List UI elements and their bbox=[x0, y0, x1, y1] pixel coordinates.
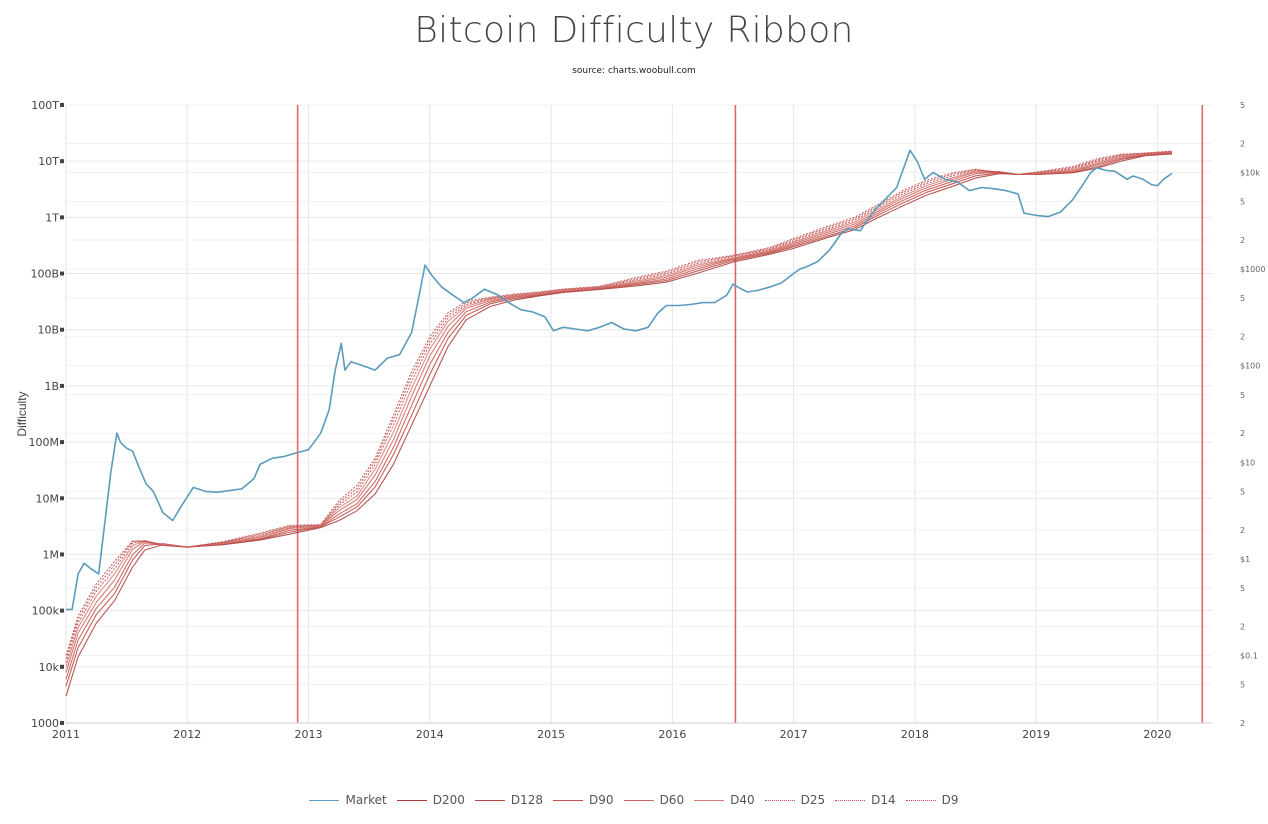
y-right-tick-label: 5 bbox=[1240, 391, 1245, 400]
legend-item[interactable]: D128 bbox=[474, 793, 544, 807]
y-right-tick-label: 2 bbox=[1240, 429, 1245, 438]
y-right-tick-label: $1 bbox=[1240, 555, 1250, 564]
x-tick-label: 2020 bbox=[1143, 728, 1171, 741]
y-right-tick-label: 5 bbox=[1240, 294, 1245, 303]
y-left-tick-label: 1000 bbox=[31, 717, 59, 730]
y-left-tick-mark bbox=[60, 721, 64, 725]
y-right-tick-label: 2 bbox=[1240, 526, 1245, 535]
y-left-tick-mark bbox=[60, 215, 64, 220]
x-tick-label: 2011 bbox=[52, 728, 80, 741]
series bbox=[65, 149, 1173, 697]
y-axis-label: Difficulty bbox=[15, 391, 29, 436]
series-line-d60 bbox=[65, 152, 1173, 673]
y-left-tick-label: 100k bbox=[32, 605, 60, 618]
y-right-tick-label: 2 bbox=[1240, 333, 1245, 342]
y-left-tick-mark bbox=[60, 664, 64, 669]
legend-item[interactable]: Market bbox=[309, 793, 387, 807]
y-left-tick-label: 100M bbox=[29, 436, 60, 449]
y-right-tick-label: 5 bbox=[1240, 681, 1245, 690]
legend-item[interactable]: D40 bbox=[694, 793, 755, 807]
x-tick-label: 2013 bbox=[295, 728, 323, 741]
x-tick-label: 2017 bbox=[780, 728, 808, 741]
x-tick-label: 2015 bbox=[537, 728, 565, 741]
legend-label: D14 bbox=[871, 793, 896, 807]
legend-swatch bbox=[396, 799, 427, 801]
y-left-tick-mark bbox=[60, 608, 64, 613]
y-right-tick-label: 2 bbox=[1240, 622, 1245, 631]
legend-label: D128 bbox=[510, 793, 544, 807]
y-left-tick-mark bbox=[60, 496, 64, 501]
x-tick-label: 2012 bbox=[173, 728, 201, 741]
y-left-tick-label: 100B bbox=[30, 268, 59, 281]
legend-swatch bbox=[835, 799, 866, 801]
legend-swatch bbox=[764, 799, 795, 801]
legend-label: D200 bbox=[432, 793, 465, 807]
legend-label: D40 bbox=[730, 793, 755, 807]
y-right-tick-label: $100 bbox=[1240, 362, 1260, 371]
y-right-tick-label: $1000 bbox=[1240, 265, 1265, 274]
y-right-tick-label: 5 bbox=[1240, 198, 1245, 207]
y-right-tick-label: $10k bbox=[1240, 169, 1260, 178]
y-right-tick-label: 5 bbox=[1240, 584, 1245, 593]
series-line-d25 bbox=[65, 151, 1173, 663]
y-left-tick-mark bbox=[60, 383, 64, 388]
y-left-tick-mark bbox=[60, 159, 64, 164]
series-line-d128 bbox=[65, 152, 1173, 687]
y-left-tick-label: 10M bbox=[36, 492, 60, 505]
series-line-d200 bbox=[65, 153, 1173, 697]
y-left-tick-mark bbox=[60, 440, 64, 445]
chart-subtitle: source: charts.woobull.com bbox=[572, 66, 696, 76]
y-left-tick-label: 100T bbox=[31, 99, 59, 112]
legend-label: D60 bbox=[659, 793, 685, 807]
y-left-tick-mark bbox=[60, 271, 64, 276]
chart-title: Bitcoin Difficulty Ribbon bbox=[414, 10, 854, 51]
legend-item[interactable]: D9 bbox=[905, 793, 959, 807]
x-tick-label: 2016 bbox=[658, 728, 686, 741]
y-right-tick-label: 5 bbox=[1240, 487, 1245, 496]
y-left-tick-label: 1T bbox=[45, 211, 59, 224]
series-line-d40 bbox=[65, 151, 1173, 667]
legend-label: Market bbox=[345, 793, 387, 807]
legend-swatch bbox=[623, 799, 654, 801]
series-line-d90 bbox=[65, 152, 1173, 680]
legend-label: D25 bbox=[800, 793, 826, 807]
y-right-tick-label: 2 bbox=[1240, 719, 1245, 728]
legend-item[interactable]: D200 bbox=[396, 793, 465, 807]
legend-swatch bbox=[553, 799, 584, 801]
x-tick-label: 2019 bbox=[1022, 728, 1050, 741]
y-left-tick-mark bbox=[60, 103, 64, 107]
y-right-tick-label: 2 bbox=[1240, 236, 1245, 245]
legend-label: D90 bbox=[589, 793, 614, 807]
legend-label: D9 bbox=[941, 793, 959, 807]
y-right-tick-label: $0.1 bbox=[1240, 651, 1258, 660]
y-right-tick-label: 2 bbox=[1240, 139, 1245, 148]
y-left-tick-label: 10B bbox=[37, 324, 59, 337]
legend-swatch bbox=[905, 799, 936, 801]
y-left-tick-label: 1B bbox=[44, 380, 59, 393]
y-right-tick-label: 5 bbox=[1240, 101, 1245, 110]
legend: Market D200 D128 D90 D60 D40 D25 D14 D9 bbox=[0, 793, 1268, 807]
legend-swatch bbox=[474, 799, 505, 801]
legend-item[interactable]: D90 bbox=[553, 793, 614, 807]
y-left-tick-mark bbox=[60, 327, 64, 332]
x-tick-label: 2018 bbox=[901, 728, 929, 741]
series-line-d14 bbox=[65, 150, 1173, 659]
y-right-tick-label: $10 bbox=[1240, 458, 1255, 467]
grid bbox=[65, 104, 1212, 724]
legend-item[interactable]: D60 bbox=[623, 793, 685, 807]
legend-item[interactable]: D14 bbox=[835, 793, 896, 807]
y-left-tick-label: 10k bbox=[39, 661, 60, 674]
x-tick-label: 2014 bbox=[416, 728, 444, 741]
legend-item[interactable]: D25 bbox=[764, 793, 826, 807]
legend-swatch bbox=[309, 799, 340, 801]
axes: 2011 2012 2013 2014 2015 2016 2017 2018 2019 2020… bbox=[29, 99, 1266, 741]
y-left-tick-label: 1M bbox=[43, 548, 60, 561]
y-left-tick-mark bbox=[60, 552, 64, 557]
series-line-d9 bbox=[65, 150, 1173, 656]
y-left-tick-label: 10T bbox=[38, 155, 59, 168]
halving-markers bbox=[296, 105, 1204, 723]
legend-swatch bbox=[694, 799, 725, 801]
series-line-market bbox=[66, 149, 1173, 611]
